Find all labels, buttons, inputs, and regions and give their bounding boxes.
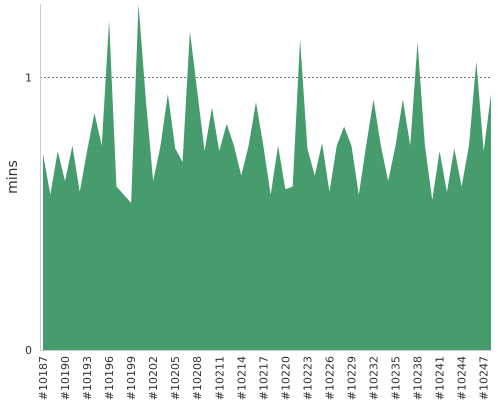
y-axis-tick-labels: 01: [25, 72, 32, 357]
x-tick-label: #10190: [59, 356, 72, 400]
y-tick-label: 1: [25, 72, 32, 85]
x-tick-label: #10226: [323, 356, 336, 400]
plot-area: [40, 4, 491, 350]
x-tick-label: #10238: [412, 356, 425, 400]
x-tick-label: #10193: [81, 356, 94, 400]
x-tick-label: #10229: [345, 356, 358, 400]
y-axis-label: mins: [5, 160, 21, 194]
axes: [40, 4, 491, 351]
x-tick-label: #10220: [279, 356, 292, 400]
x-tick-label: #10202: [147, 356, 160, 400]
y-tick-label: 0: [25, 344, 32, 357]
x-tick-label: #10196: [103, 356, 116, 400]
x-tick-label: #10211: [213, 356, 226, 400]
x-tick-label: #10217: [257, 356, 270, 400]
x-tick-label: #10208: [191, 356, 204, 400]
x-tick-label: #10205: [169, 356, 182, 400]
x-tick-label: #10214: [235, 356, 248, 400]
x-tick-label: #10223: [301, 356, 314, 400]
x-tick-label: #10232: [367, 356, 380, 400]
x-axis-tick-labels: #10187 #10190 #10193 #10196 #10199 #10202 #102…: [37, 356, 491, 400]
x-tick-label: #10235: [390, 356, 403, 400]
x-tick-label: #10187: [37, 356, 50, 400]
x-tick-label: #10199: [125, 356, 138, 400]
x-tick-label: #10247: [478, 356, 491, 400]
x-tick-label: #10241: [434, 356, 447, 400]
series-area: [43, 4, 491, 350]
x-tick-label: #10244: [456, 356, 469, 400]
